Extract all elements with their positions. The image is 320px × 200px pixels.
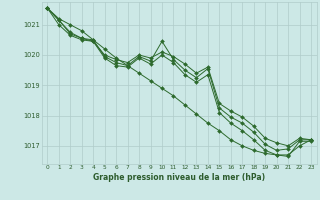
- X-axis label: Graphe pression niveau de la mer (hPa): Graphe pression niveau de la mer (hPa): [93, 173, 265, 182]
